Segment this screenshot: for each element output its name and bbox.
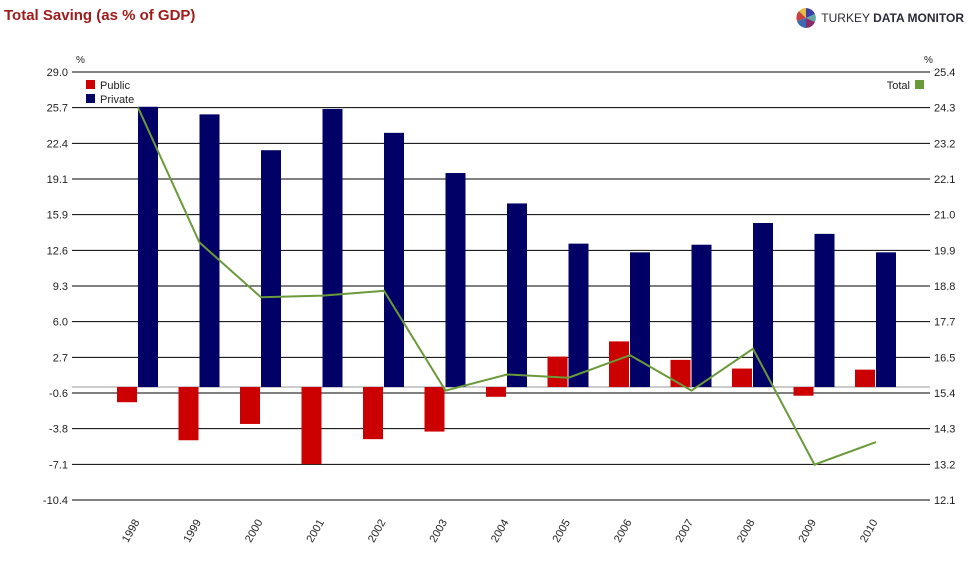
x-tick-label: 1999 xyxy=(181,518,204,545)
public-bar xyxy=(547,356,568,388)
private-bar xyxy=(445,173,466,388)
right-tick-label: 18.8 xyxy=(934,281,955,293)
logo: TURKEY DATA MONITOR xyxy=(795,7,964,29)
legend-label-public: Public xyxy=(100,80,130,92)
public-bar xyxy=(301,387,322,465)
x-tick-label: 2002 xyxy=(366,518,389,545)
x-tick-label: 1998 xyxy=(120,518,143,545)
left-tick-label: 9.3 xyxy=(53,281,68,293)
x-tick-label: 2004 xyxy=(489,518,512,545)
private-bar xyxy=(630,252,650,388)
private-bar xyxy=(814,233,835,388)
left-tick-label: 15.9 xyxy=(47,210,68,222)
legend-swatch-private xyxy=(86,94,95,103)
right-tick-label: 21.0 xyxy=(934,210,955,222)
left-tick-label: -7.1 xyxy=(49,459,68,471)
legend-swatch-public xyxy=(86,80,95,89)
x-tick-label: 2006 xyxy=(612,518,635,545)
right-tick-label: 13.2 xyxy=(934,459,955,471)
legend-swatch-total xyxy=(915,80,924,89)
left-tick-label: 2.7 xyxy=(53,352,68,364)
right-tick-label: 23.2 xyxy=(934,138,955,150)
logo-text-bold: DATA MONITOR xyxy=(873,11,964,25)
left-axis-unit: % xyxy=(76,55,85,66)
private-bar xyxy=(568,243,589,388)
public-bar xyxy=(670,359,691,388)
public-bar xyxy=(793,387,814,396)
left-tick-label: 19.1 xyxy=(47,174,68,186)
chart-title: Total Saving (as % of GDP) xyxy=(4,7,196,24)
private-bar xyxy=(384,132,404,388)
public-bar xyxy=(486,387,506,397)
public-bar xyxy=(117,387,137,403)
right-tick-label: 15.4 xyxy=(934,388,955,400)
right-tick-label: 16.5 xyxy=(934,352,955,364)
x-tick-label: 2003 xyxy=(427,518,450,545)
public-bar xyxy=(424,387,445,432)
left-tick-label: 22.4 xyxy=(47,138,68,150)
x-tick-label: 2000 xyxy=(243,518,266,545)
private-bar xyxy=(261,150,281,388)
right-tick-label: 22.1 xyxy=(934,174,955,186)
private-bar xyxy=(507,203,527,388)
public-bar xyxy=(363,387,383,440)
x-tick-label: 2001 xyxy=(304,518,327,545)
public-bar xyxy=(732,368,752,388)
left-tick-label: -3.8 xyxy=(49,424,68,436)
private-bar xyxy=(691,244,712,388)
private-bar xyxy=(876,252,896,388)
legend-label-private: Private xyxy=(100,94,134,106)
right-tick-label: 14.3 xyxy=(934,424,955,436)
private-bar xyxy=(753,222,773,388)
legend-label-total: Total xyxy=(887,80,910,92)
right-tick-label: 12.1 xyxy=(934,495,955,507)
x-tick-label: 2007 xyxy=(673,518,696,545)
left-tick-label: -10.4 xyxy=(43,495,68,507)
right-tick-label: 24.3 xyxy=(934,103,955,115)
right-tick-label: 25.4 xyxy=(934,67,955,79)
right-tick-label: 19.9 xyxy=(934,245,955,257)
left-tick-label: 6.0 xyxy=(53,317,68,329)
left-tick-label: 25.7 xyxy=(47,103,68,115)
private-bar xyxy=(322,108,343,388)
public-bar xyxy=(178,387,199,441)
left-tick-label: 29.0 xyxy=(47,67,68,79)
x-tick-label: 2009 xyxy=(796,518,819,545)
right-tick-label: 17.7 xyxy=(934,317,955,329)
right-axis-unit: % xyxy=(924,55,933,66)
public-bar xyxy=(855,369,875,388)
x-tick-label: 2008 xyxy=(735,518,758,545)
x-tick-label: 2005 xyxy=(550,518,573,545)
private-bar xyxy=(138,106,158,388)
left-tick-label: -0.6 xyxy=(49,388,68,400)
public-bar xyxy=(240,387,260,424)
x-tick-label: 2010 xyxy=(858,518,881,545)
public-bar xyxy=(609,341,629,388)
logo-text-light: TURKEY xyxy=(821,11,870,25)
pie-logo-icon xyxy=(796,8,817,28)
total-line xyxy=(137,106,877,466)
left-tick-label: 12.6 xyxy=(47,245,68,257)
